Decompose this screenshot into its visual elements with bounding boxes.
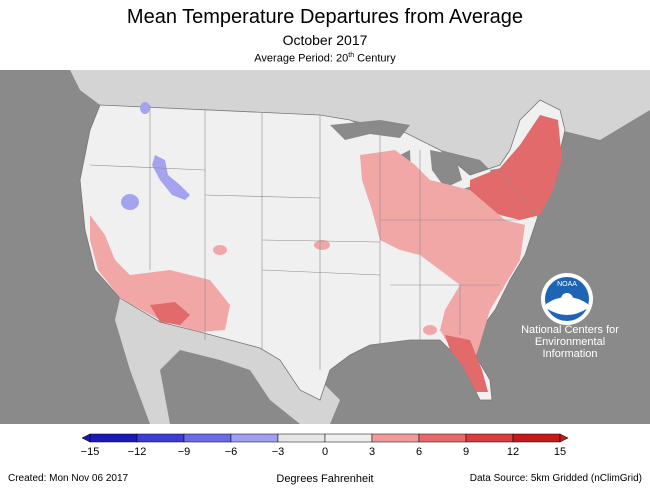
lake-superior bbox=[330, 120, 410, 140]
lake-huron bbox=[430, 150, 462, 188]
legend-bin bbox=[136, 433, 185, 443]
legend-bin bbox=[371, 433, 420, 443]
state-borders bbox=[89, 105, 541, 370]
legend-arrow-warm bbox=[559, 433, 569, 443]
noaa-logo-text: NOAA bbox=[557, 281, 577, 288]
warm-anomaly-midwest-east bbox=[360, 150, 525, 370]
agency-name: National Centers for Environmental Infor… bbox=[521, 324, 619, 360]
legend-tick-label: −9 bbox=[178, 446, 191, 458]
warm-anomaly-arizona-core bbox=[150, 302, 190, 325]
legend-tick-label: 6 bbox=[416, 446, 422, 458]
temperature-departure-map bbox=[0, 70, 650, 424]
legend-tick-label: 0 bbox=[322, 446, 328, 458]
cool-anomaly-idaho bbox=[152, 155, 190, 200]
units-label: Degrees Fahrenheit bbox=[276, 473, 374, 485]
warm-anomaly-colorado bbox=[213, 245, 227, 255]
legend-bin bbox=[418, 433, 467, 443]
data-source: Data Source: 5km Gridded (nClimGrid) bbox=[469, 473, 642, 484]
legend-bin bbox=[230, 433, 279, 443]
map-title: Mean Temperature Departures from Average bbox=[126, 6, 524, 28]
warm-anomaly-texas bbox=[423, 325, 437, 335]
legend-bin bbox=[277, 433, 326, 443]
legend-scale: −15 −12 −9 −6 −3 0 3 6 9 12 15 bbox=[81, 433, 569, 458]
legend-tick-label: −12 bbox=[128, 446, 147, 458]
legend-tick-label: −3 bbox=[272, 446, 285, 458]
legend-bin bbox=[465, 433, 514, 443]
legend-bin bbox=[512, 433, 561, 443]
warm-anomaly-kansas bbox=[314, 240, 330, 250]
warm-anomaly-florida bbox=[445, 335, 488, 392]
map-subtitle: October 2017 bbox=[282, 32, 368, 48]
legend-tick-label: −15 bbox=[81, 446, 100, 458]
legend-tick-label: 9 bbox=[463, 446, 469, 458]
average-period: Average Period: 20th Century bbox=[254, 52, 396, 65]
legend-tick-label: 15 bbox=[554, 446, 566, 458]
legend-arrow-cold bbox=[81, 433, 91, 443]
warm-anomaly-northeast bbox=[470, 115, 562, 220]
mexico bbox=[115, 298, 340, 424]
legend-bin bbox=[324, 433, 373, 443]
legend-tick-label: 3 bbox=[369, 446, 375, 458]
created-date: Created: Mon Nov 06 2017 bbox=[8, 473, 129, 484]
cool-anomaly-washington bbox=[140, 102, 150, 114]
legend-tick-label: 12 bbox=[507, 446, 519, 458]
legend-tick-label: −6 bbox=[225, 446, 238, 458]
legend-bin bbox=[183, 433, 232, 443]
warm-anomaly-southwest bbox=[90, 215, 230, 332]
legend-bin bbox=[89, 433, 138, 443]
cool-anomaly-nevada bbox=[121, 194, 139, 210]
noaa-logo: NOAA bbox=[541, 273, 593, 325]
